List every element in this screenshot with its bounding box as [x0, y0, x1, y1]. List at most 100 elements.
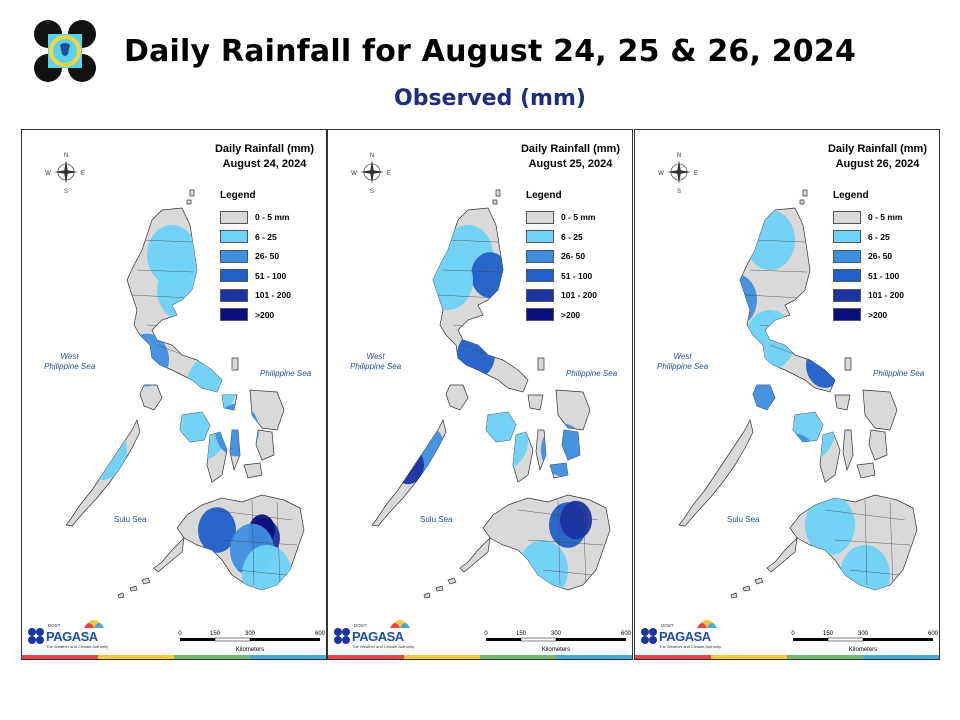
sulu-sea-label: Sulu Sea	[420, 515, 453, 524]
scale-bar: 0 150 300 600 Kilometers	[178, 631, 325, 653]
legend-item: >200	[220, 308, 274, 322]
umbrella-icon	[84, 620, 104, 628]
legend-item: >200	[833, 308, 887, 322]
philippine-sea-label: Philippine Sea	[260, 369, 312, 378]
legend-swatch	[220, 288, 248, 302]
footer-color-segment	[556, 655, 632, 659]
svg-text:600: 600	[928, 631, 939, 637]
svg-text:0: 0	[791, 631, 795, 637]
rainfall-zone	[806, 342, 844, 388]
rainfall-zone	[773, 433, 817, 487]
svg-text:N: N	[677, 153, 681, 159]
svg-text:S: S	[677, 189, 681, 195]
svg-text:Kilometers: Kilometers	[542, 647, 570, 653]
rainfall-zone	[198, 507, 236, 553]
philippines-map: N S E W 0 150 300 600 Kilometers	[658, 153, 939, 653]
pagasa-logo: DOST PAGASA The Weather and Climate Author…	[639, 616, 729, 652]
legend-swatch	[220, 269, 248, 282]
legend-swatch	[220, 210, 248, 224]
rainfall-zone	[242, 545, 292, 598]
agency-name: PAGASA	[46, 629, 98, 644]
svg-text:0: 0	[178, 631, 182, 637]
legend-title: Legend	[833, 190, 869, 201]
legend-item: 26- 50	[833, 249, 892, 263]
legend-title: Legend	[220, 190, 256, 201]
legend-swatch	[220, 308, 248, 321]
svg-text:S: S	[64, 189, 68, 195]
svg-text:S: S	[370, 189, 374, 195]
rainfall-zone	[753, 368, 797, 422]
legend-swatch	[833, 210, 861, 224]
panel-title-line1: Daily Rainfall (mm)	[520, 143, 620, 155]
footer-color-segment	[711, 655, 787, 659]
svg-text:N: N	[64, 153, 68, 159]
rainfall-zone	[215, 403, 259, 457]
panel-title: Daily Rainfall (mm) August 26, 2024	[828, 142, 927, 172]
umbrella-icon	[390, 620, 410, 628]
rainfall-zone	[392, 445, 424, 485]
sea-label-line: West	[60, 352, 79, 361]
svg-text:E: E	[387, 171, 391, 177]
pagasa-emblem-icon	[28, 628, 44, 644]
pagasa-logo: DOST PAGASA The Weather and Climate Author…	[26, 616, 116, 652]
legend-item: 51 - 100	[833, 269, 899, 283]
svg-text:150: 150	[516, 631, 527, 637]
footer-color-segment	[174, 655, 250, 659]
legend-swatch	[526, 269, 554, 282]
rainfall-zone	[177, 400, 227, 460]
legend-item: 101 - 200	[220, 288, 291, 302]
legend-label: >200	[255, 309, 275, 320]
legend-swatch	[220, 230, 248, 243]
rainfall-zone	[745, 310, 795, 370]
page-title: Daily Rainfall for August 24, 25 & 26, 2…	[123, 34, 857, 69]
map-panels: N S E W 0 150 300 600 Kilometers Daily Rainfall (…	[21, 129, 942, 661]
svg-text:Kilometers: Kilometers	[236, 647, 264, 653]
panel-title-line1: Daily Rainfall (mm)	[827, 143, 927, 155]
sea-label-line: Philippine Sea	[350, 362, 402, 371]
svg-text:W: W	[351, 171, 357, 177]
sea-label-line: Philippine Sea	[657, 362, 709, 371]
rainfall-zone	[157, 260, 207, 320]
panel-date: August 26, 2024	[835, 158, 920, 170]
rainfall-zone	[423, 250, 473, 310]
rainfall-zone	[478, 410, 528, 470]
agency-tagline: The Weather and Climate Authority	[659, 644, 722, 649]
legend-item: 26- 50	[220, 249, 279, 263]
philippine-sea-label: Philippine Sea	[873, 369, 925, 378]
pagasa-logo: DOST PAGASA The Weather and Climate Author…	[332, 616, 422, 652]
svg-text:Kilometers: Kilometers	[849, 647, 877, 653]
svg-text:E: E	[81, 171, 85, 177]
footer-color-segment	[250, 655, 326, 659]
rainfall-zone	[471, 252, 509, 298]
sea-label-line: West	[366, 352, 385, 361]
pagasa-emblem-icon	[334, 628, 350, 644]
legend-item: 101 - 200	[526, 288, 597, 302]
legend-label: 101 - 200	[561, 290, 597, 300]
svg-text:300: 300	[551, 631, 562, 637]
legend-item: 6 - 25	[833, 230, 890, 244]
legend-label: 6 - 25	[868, 231, 890, 242]
legend-item: 6 - 25	[220, 230, 277, 244]
legend-label: 26- 50	[868, 251, 893, 261]
legend-label: 26- 50	[561, 251, 586, 261]
svg-text:600: 600	[621, 631, 632, 637]
legend-label: 6 - 25	[561, 231, 583, 242]
svg-text:W: W	[658, 171, 664, 177]
map-panel-aug-24: N S E W 0 150 300 600 Kilometers Daily Rainfall (…	[21, 129, 327, 660]
rainfall-zone	[560, 500, 592, 540]
legend-title: Legend	[526, 190, 562, 201]
svg-text:600: 600	[315, 631, 326, 637]
legend-item: 26- 50	[526, 249, 585, 263]
west-philippine-sea-label: West Philippine Sea	[44, 352, 95, 372]
footer-color-segment	[22, 655, 98, 659]
west-philippine-sea-label: West Philippine Sea	[657, 352, 708, 372]
legend-swatch	[833, 249, 861, 263]
footer-color-segment	[635, 655, 711, 659]
agency-tagline: The Weather and Climate Authority	[352, 644, 415, 649]
map-panel-aug-25: N S E W 0 150 300 600 Kilometers Daily Rainfall (…	[327, 129, 633, 660]
sulu-sea-label: Sulu Sea	[727, 515, 760, 524]
legend-swatch	[526, 210, 554, 224]
footer-color-segment	[328, 655, 404, 659]
scale-bar: 0 150 300 600 Kilometers	[484, 631, 631, 653]
legend-label: 0 - 5 mm	[255, 212, 290, 222]
